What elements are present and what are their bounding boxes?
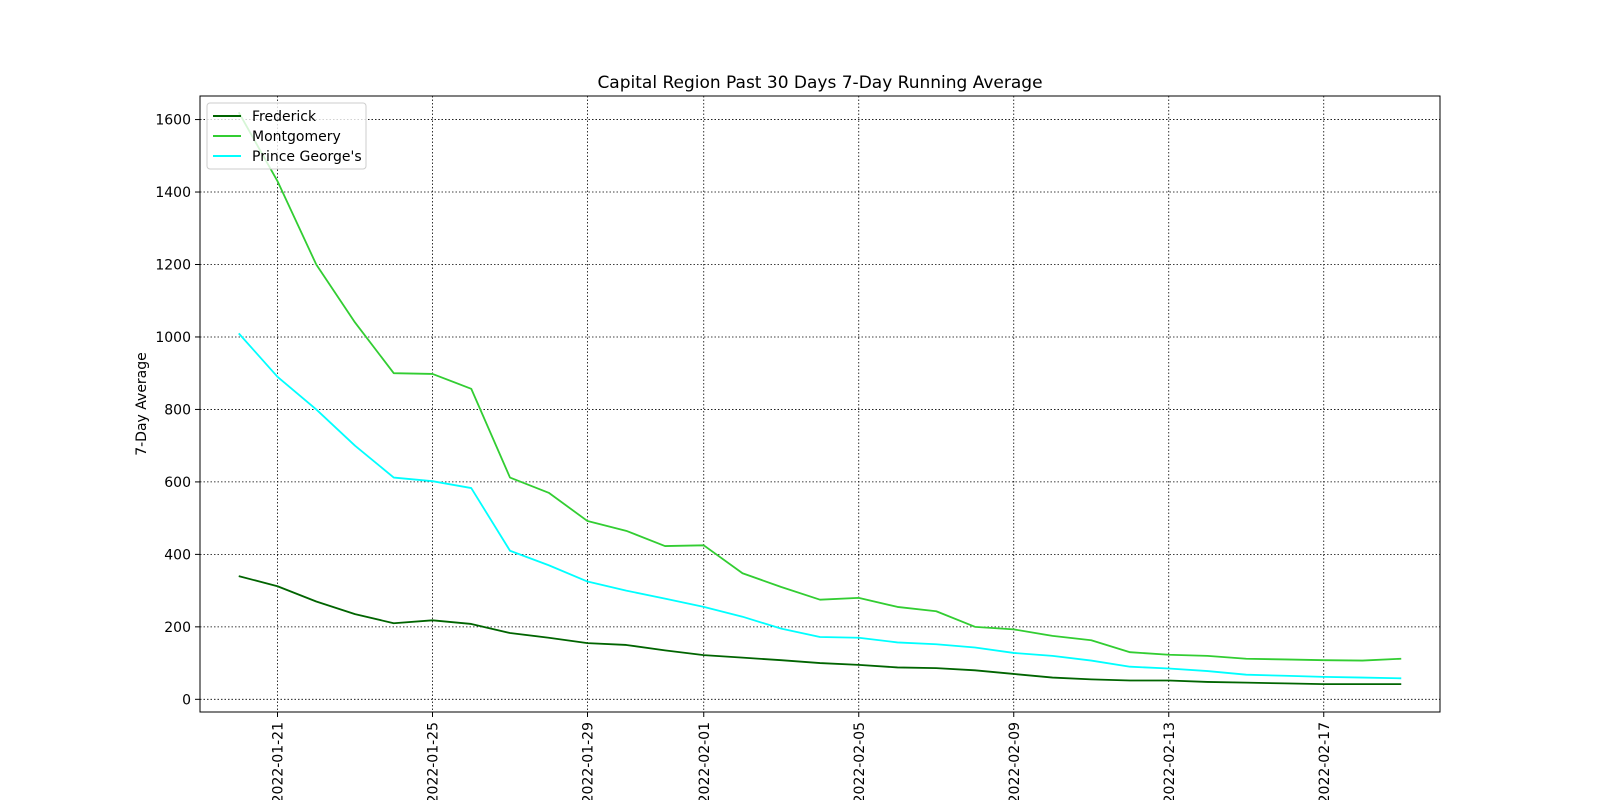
series-line-frederick	[238, 575, 1402, 685]
plot-frame	[199, 95, 1441, 713]
grid	[200, 96, 1440, 712]
x-axis: 2022-01-21 2022-01-25 2022-01-29 2022-02-01…	[271, 712, 1333, 800]
x-tick-label: 2022-01-21	[271, 722, 287, 800]
y-tick-label: 1000	[155, 330, 191, 346]
y-axis-label: 7-Day Average	[134, 352, 150, 456]
y-tick-label: 200	[164, 620, 191, 636]
series-line-montgomery	[237, 111, 1402, 662]
series-lines	[237, 111, 1402, 685]
y-tick-label: 1600	[155, 113, 191, 129]
y-tick-label: 1200	[155, 257, 191, 273]
legend-label-frederick: Frederick	[252, 109, 317, 125]
y-tick-label: 600	[164, 475, 191, 491]
legend-label-montgomery: Montgomery	[252, 129, 341, 145]
chart-title: Capital Region Past 30 Days 7-Day Runnin…	[597, 73, 1042, 93]
y-tick-label: 400	[164, 547, 191, 563]
x-tick-label: 2022-02-05	[852, 722, 868, 800]
x-tick-label: 2022-01-29	[581, 722, 597, 800]
y-tick-label: 800	[164, 402, 191, 418]
x-tick-label: 2022-02-13	[1162, 722, 1178, 800]
x-tick-label: 2022-02-09	[1007, 722, 1023, 800]
x-tick-label: 2022-02-01	[697, 722, 713, 800]
y-tick-label: 1400	[155, 185, 191, 201]
legend: Frederick Montgomery Prince George's	[206, 102, 367, 170]
y-tick-label: 0	[182, 692, 191, 708]
series-line-prince-george-s	[238, 332, 1402, 680]
legend-box	[206, 102, 367, 170]
x-tick-label: 2022-01-25	[426, 722, 442, 800]
y-axis: 0 200 400 600 800 1000 1200 1400 1600	[155, 113, 200, 708]
legend-label-prince-george-s: Prince George's	[252, 149, 362, 165]
x-tick-label: 2022-02-17	[1317, 722, 1333, 800]
